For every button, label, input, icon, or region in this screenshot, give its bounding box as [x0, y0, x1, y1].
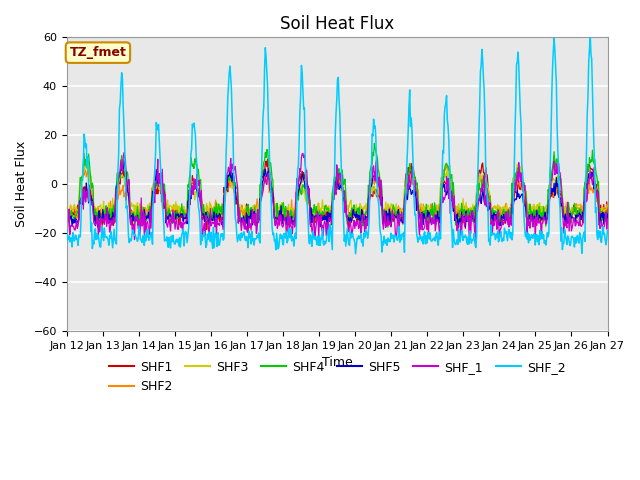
SHF_1	[184, 207, 192, 213]
SHF4	[371, 141, 378, 146]
SHF_1	[471, 239, 479, 245]
SHF5	[129, 211, 137, 217]
SHF1	[212, 209, 220, 215]
SHF5	[121, 159, 129, 165]
SHF5	[63, 220, 70, 226]
X-axis label: Time: Time	[322, 356, 353, 369]
SHF_2	[604, 228, 611, 233]
SHF4	[384, 225, 392, 230]
SHF2	[72, 220, 79, 226]
SHF_2	[419, 241, 427, 247]
Line: SHF4: SHF4	[67, 144, 607, 228]
SHF_2	[129, 228, 136, 234]
SHF_2	[352, 251, 360, 257]
SHF_2	[63, 227, 70, 232]
SHF5	[604, 211, 611, 217]
SHF3	[73, 204, 81, 209]
Line: SHF1: SHF1	[67, 159, 607, 229]
SHF3	[212, 204, 220, 209]
SHF4	[420, 209, 428, 215]
SHF2	[419, 201, 427, 207]
SHF3	[404, 178, 412, 184]
SHF_1	[73, 217, 81, 223]
SHF_2	[212, 230, 220, 236]
Line: SHF5: SHF5	[67, 162, 607, 231]
SHF1	[604, 217, 611, 223]
SHF_1	[404, 181, 412, 187]
SHF5	[184, 198, 192, 204]
SHF5	[420, 211, 428, 217]
SHF_2	[404, 148, 412, 154]
SHF1	[264, 156, 271, 162]
SHF5	[244, 228, 252, 234]
SHF1	[63, 219, 70, 225]
SHF5	[404, 186, 412, 192]
Line: SHF2: SHF2	[67, 164, 607, 223]
SHF4	[73, 213, 81, 218]
SHF4	[129, 210, 136, 216]
SHF2	[404, 174, 412, 180]
SHF_1	[63, 234, 70, 240]
SHF4	[604, 217, 611, 223]
SHF3	[246, 215, 253, 220]
SHF3	[184, 202, 192, 207]
SHF5	[73, 216, 81, 222]
SHF1	[73, 207, 81, 213]
Line: SHF_1: SHF_1	[67, 153, 607, 242]
SHF_1	[212, 232, 220, 238]
SHF2	[63, 207, 70, 213]
SHF3	[81, 161, 89, 167]
SHF4	[212, 216, 220, 221]
SHF_1	[604, 216, 611, 222]
SHF1	[129, 223, 136, 228]
SHF2	[184, 198, 192, 204]
SHF2	[443, 161, 451, 167]
SHF2	[604, 203, 611, 209]
SHF_1	[419, 227, 427, 233]
SHF2	[212, 205, 220, 211]
SHF3	[420, 204, 428, 209]
SHF3	[63, 209, 70, 215]
SHF_2	[73, 236, 81, 242]
SHF4	[404, 170, 412, 176]
SHF_2	[586, 31, 594, 37]
SHF1	[203, 227, 211, 232]
Line: SHF_2: SHF_2	[67, 34, 607, 254]
SHF1	[183, 208, 191, 214]
SHF2	[129, 208, 137, 214]
SHF4	[63, 211, 70, 216]
SHF1	[404, 165, 412, 170]
SHF1	[420, 209, 428, 215]
SHF2	[74, 215, 81, 221]
Legend: SHF1, SHF2, SHF3, SHF4, SHF5, SHF_1, SHF_2: SHF1, SHF2, SHF3, SHF4, SHF5, SHF_1, SHF…	[104, 356, 571, 398]
SHF3	[604, 203, 611, 208]
SHF_2	[183, 240, 191, 246]
SHF3	[129, 204, 137, 209]
SHF4	[183, 211, 191, 216]
SHF5	[212, 211, 220, 216]
SHF_1	[129, 228, 137, 233]
Y-axis label: Soil Heat Flux: Soil Heat Flux	[15, 141, 28, 227]
SHF_1	[120, 150, 128, 156]
Line: SHF3: SHF3	[67, 164, 607, 217]
Title: Soil Heat Flux: Soil Heat Flux	[280, 15, 394, 33]
Text: TZ_fmet: TZ_fmet	[70, 46, 126, 59]
